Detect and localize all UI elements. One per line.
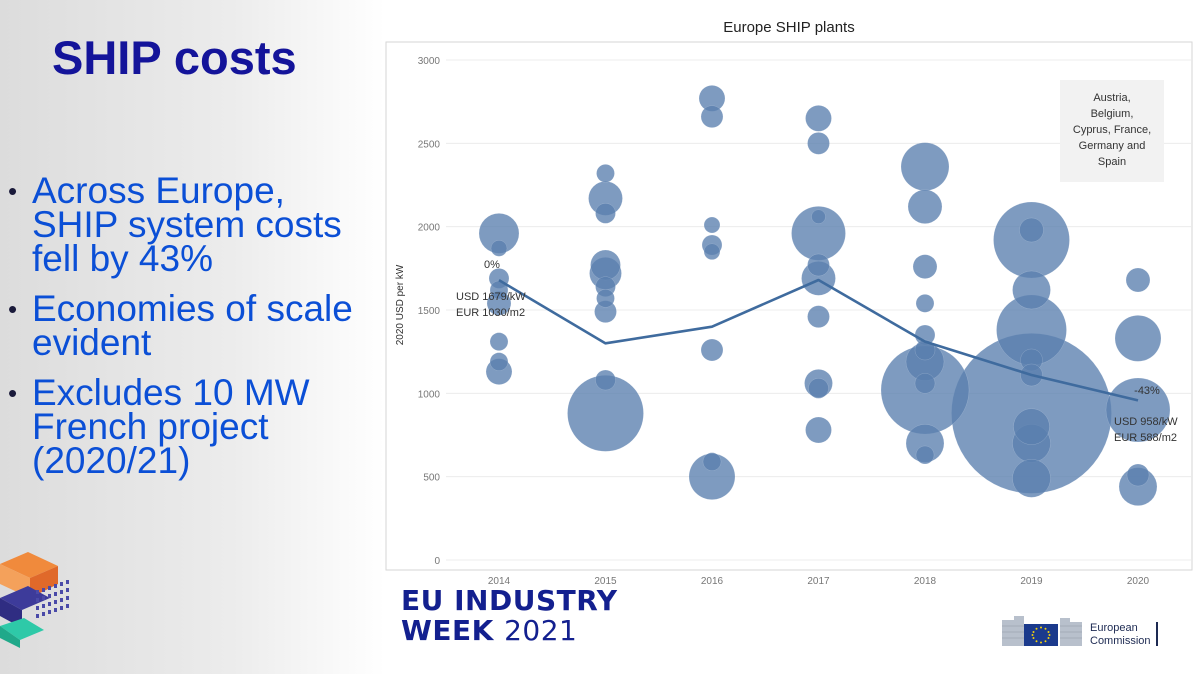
eu-industry-week-logo: EU INDUSTRY WEEK 2021 bbox=[401, 586, 618, 646]
trend-line-group bbox=[498, 278, 1139, 402]
annotation-end-usd: USD 958/kW bbox=[1114, 416, 1178, 428]
legend-note-line: Belgium, bbox=[1091, 108, 1134, 120]
y-axis-label: 2020 USD per kW bbox=[395, 264, 406, 345]
bullet-text: Across Europe, SHIP system costs fell by… bbox=[32, 170, 342, 279]
data-bubble bbox=[702, 452, 722, 471]
data-bubble bbox=[490, 240, 508, 257]
x-tick-label: 2015 bbox=[594, 576, 617, 587]
bullet-list: • Across Europe, SHIP system costs fell … bbox=[6, 172, 376, 494]
data-bubble bbox=[805, 416, 832, 444]
legend-note-line: Spain bbox=[1098, 156, 1126, 168]
bullet-item: • Excludes 10 MW French project (2020/21… bbox=[6, 374, 376, 479]
y-tick-label: 1000 bbox=[418, 389, 441, 400]
data-bubble bbox=[914, 339, 936, 361]
data-bubble bbox=[489, 352, 509, 371]
data-bubble bbox=[700, 105, 724, 128]
bullet-dot-icon: • bbox=[8, 176, 18, 206]
data-bubble bbox=[1126, 463, 1150, 487]
european-commission-wordmark: European Commission bbox=[1090, 622, 1151, 648]
bubble-series bbox=[478, 85, 1171, 506]
left-panel bbox=[0, 0, 385, 674]
data-bubble bbox=[915, 294, 935, 313]
data-bubble bbox=[1105, 377, 1171, 443]
annotation-start-percent: 0% bbox=[484, 259, 500, 271]
ec-line-1: European bbox=[1090, 622, 1138, 634]
data-bubble bbox=[1114, 315, 1162, 362]
y-tick-label: 1500 bbox=[418, 306, 441, 317]
y-tick-label: 2500 bbox=[418, 139, 441, 150]
data-bubble bbox=[912, 254, 938, 279]
bullet-text: Economies of scale evident bbox=[32, 288, 353, 363]
data-bubble bbox=[900, 142, 950, 191]
legend-note-line: Cyprus, France, bbox=[1073, 124, 1151, 136]
bullet-dot-icon: • bbox=[8, 294, 18, 324]
x-tick-label: 2014 bbox=[488, 576, 511, 587]
x-tick-label: 2016 bbox=[701, 576, 724, 587]
data-bubble bbox=[595, 369, 616, 391]
data-bubble bbox=[807, 132, 830, 155]
plot-frame bbox=[385, 41, 1193, 571]
data-bubble bbox=[596, 164, 615, 183]
data-bubble bbox=[805, 105, 832, 132]
data-bubble bbox=[807, 253, 830, 277]
data-bubble bbox=[590, 249, 621, 281]
legend-note-line: Germany and bbox=[1079, 140, 1146, 152]
legend-note: Austria, Belgium, Cyprus, France, Germany a… bbox=[1073, 92, 1151, 168]
chart-title: Europe SHIP plants bbox=[723, 19, 854, 36]
data-bubble bbox=[1019, 217, 1044, 243]
y-tick-label: 3000 bbox=[418, 56, 441, 67]
x-axis-ticks: 2014 2015 2016 2017 2018 2019 2020 bbox=[488, 576, 1150, 587]
cube-logo-icon bbox=[0, 552, 69, 648]
bullet-dot-icon: • bbox=[8, 378, 18, 408]
annotation-start-usd: USD 1679/kW bbox=[456, 291, 526, 303]
y-tick-label: 2000 bbox=[418, 223, 441, 234]
y-tick-label: 0 bbox=[434, 556, 440, 567]
annotation-end-percent: -43% bbox=[1134, 385, 1160, 397]
data-bubble bbox=[808, 378, 829, 399]
ec-divider bbox=[1156, 622, 1158, 646]
x-tick-label: 2019 bbox=[1020, 576, 1043, 587]
data-bubble bbox=[703, 216, 721, 234]
data-bubble bbox=[1012, 459, 1051, 498]
data-bubble bbox=[489, 332, 509, 351]
data-bubble bbox=[1013, 408, 1050, 445]
event-line-2-word: WEEK bbox=[401, 614, 494, 647]
annotation-start-eur: EUR 1030/m2 bbox=[456, 307, 525, 319]
event-line-1: EU INDUSTRY bbox=[401, 584, 618, 617]
x-tick-label: 2017 bbox=[807, 576, 830, 587]
bubble-chart: Europe SHIP plants 2020 USD per kW 0 500 1… bbox=[385, 19, 1193, 587]
annotation-end-eur: EUR 588/m2 bbox=[1114, 432, 1177, 444]
european-commission-logo-icon bbox=[1002, 616, 1082, 646]
slide-title: SHIP costs bbox=[52, 31, 297, 84]
x-tick-label: 2020 bbox=[1127, 576, 1150, 587]
data-bubble bbox=[915, 445, 935, 465]
y-tick-label: 500 bbox=[423, 473, 440, 484]
data-bubble bbox=[1012, 270, 1051, 310]
data-bubble bbox=[596, 289, 615, 308]
data-bubble bbox=[700, 338, 724, 362]
bullet-item: • Economies of scale evident bbox=[6, 290, 376, 361]
data-bubble bbox=[703, 243, 721, 260]
legend-note-box bbox=[1060, 80, 1164, 182]
bullet-item: • Across Europe, SHIP system costs fell … bbox=[6, 172, 376, 277]
data-bubble bbox=[1125, 267, 1151, 293]
x-tick-label: 2018 bbox=[914, 576, 937, 587]
event-line-2-year: 2021 bbox=[504, 614, 578, 647]
y-axis-ticks: 0 500 1000 1500 2000 2500 3000 bbox=[418, 56, 441, 567]
data-bubble bbox=[811, 209, 826, 224]
ec-line-2: Commission bbox=[1090, 635, 1151, 647]
data-bubble bbox=[914, 373, 936, 394]
data-bubble bbox=[595, 203, 616, 224]
bullet-text: Excludes 10 MW French project (2020/21) bbox=[32, 372, 310, 481]
legend-note-line: Austria, bbox=[1093, 92, 1130, 104]
trend-line bbox=[498, 278, 1139, 402]
data-bubble bbox=[807, 305, 830, 328]
data-bubble bbox=[907, 189, 943, 224]
